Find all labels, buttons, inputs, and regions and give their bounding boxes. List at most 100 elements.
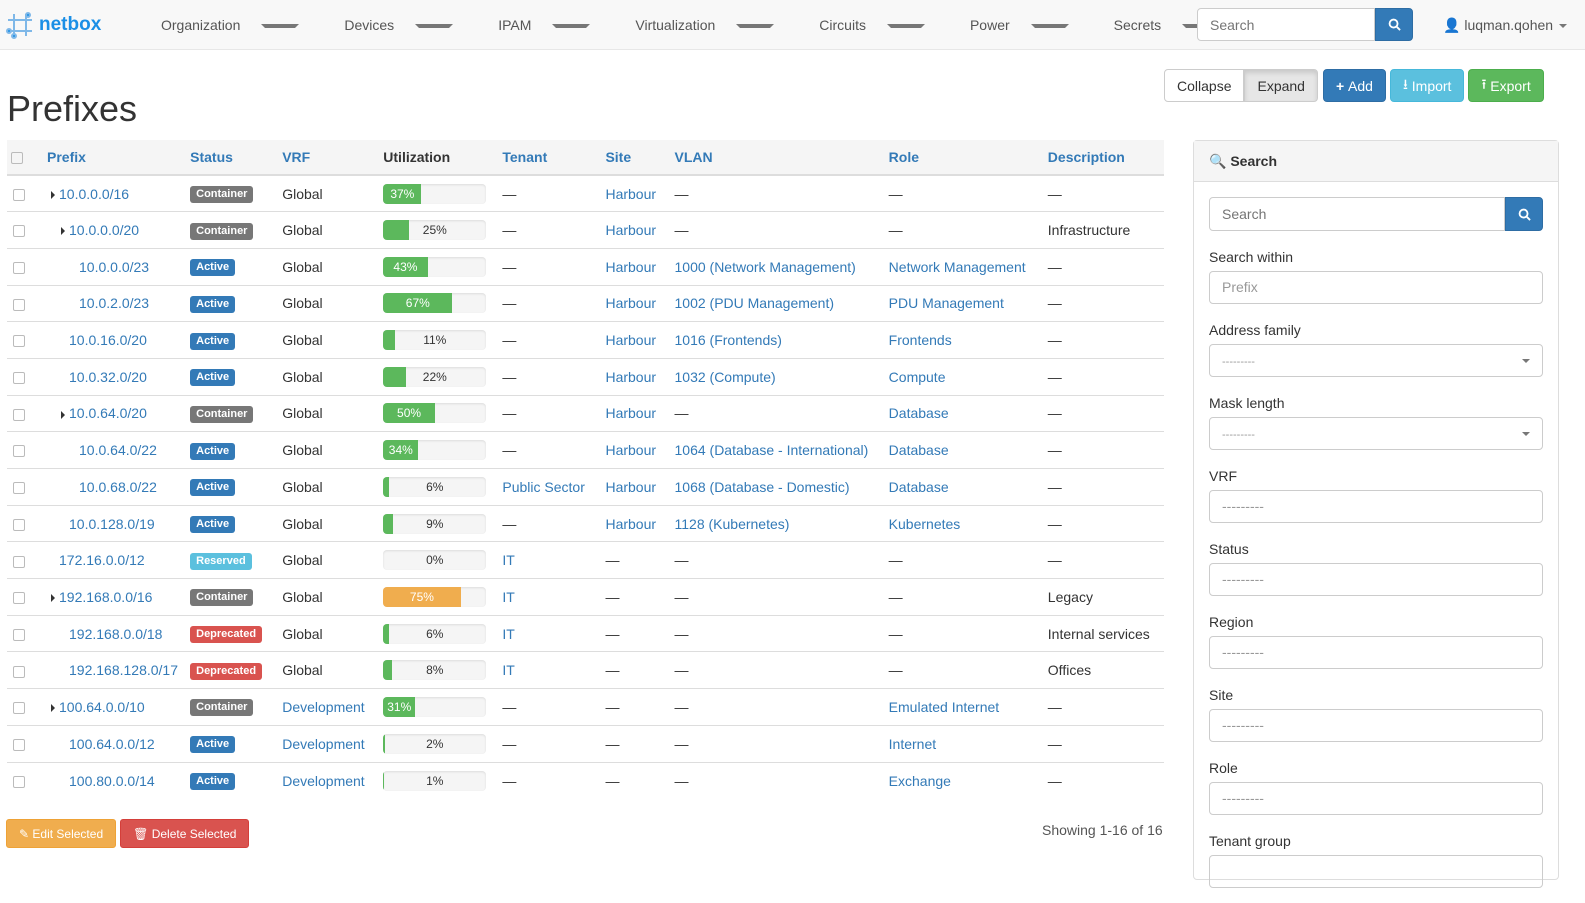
nav-menu-power[interactable]: Power (940, 17, 1084, 33)
site[interactable]: Harbour (605, 368, 657, 385)
role[interactable]: Database (888, 442, 949, 459)
row-checkbox[interactable] (13, 298, 25, 311)
row-checkbox[interactable] (13, 702, 25, 715)
vlan[interactable]: 1032 (Compute) (674, 368, 776, 385)
row-checkbox[interactable] (13, 335, 25, 348)
role[interactable]: Frontends (888, 332, 952, 349)
prefix-link[interactable]: 100.64.0.0/10 (59, 698, 145, 715)
collapse-button[interactable]: Collapse (1164, 69, 1245, 102)
delete-selected-button[interactable]: 🗑 Delete Selected (120, 819, 250, 848)
vrf[interactable]: Development (282, 698, 365, 715)
row-checkbox[interactable] (13, 555, 25, 568)
site[interactable]: Harbour (605, 442, 657, 459)
nav-menu-virtualization[interactable]: Virtualization (605, 17, 789, 33)
column-header-site[interactable]: Site (601, 140, 671, 176)
column-header-status[interactable]: Status (186, 140, 279, 176)
vrf[interactable]: Development (282, 772, 365, 789)
column-header-vlan[interactable]: VLAN (670, 140, 885, 176)
vlan[interactable]: 1068 (Database - Domestic) (674, 478, 850, 495)
vlan[interactable]: 1064 (Database - International) (674, 442, 869, 459)
row-checkbox[interactable] (13, 408, 25, 421)
vlan[interactable]: 1128 (Kubernetes) (674, 515, 790, 532)
expand-caret-icon[interactable] (51, 190, 56, 199)
nav-menu-ipam[interactable]: IPAM (468, 17, 605, 33)
site[interactable]: Harbour (605, 222, 657, 239)
prefix-link[interactable]: 192.168.0.0/16 (59, 588, 153, 605)
column-header-tenant[interactable]: Tenant (498, 140, 602, 176)
row-checkbox[interactable] (13, 665, 25, 678)
sidebar-search-input[interactable] (1209, 197, 1505, 231)
tenant[interactable]: IT (502, 552, 515, 569)
site[interactable]: Harbour (605, 185, 657, 202)
role[interactable]: PDU Management (888, 295, 1004, 312)
role[interactable]: Database (888, 478, 949, 495)
row-checkbox[interactable] (13, 482, 25, 495)
prefix-link[interactable]: 10.0.128.0/19 (69, 515, 155, 532)
role[interactable]: Emulated Internet (888, 698, 1000, 715)
tenant[interactable]: IT (502, 662, 515, 679)
role[interactable]: Compute (888, 368, 946, 385)
filter-search-within-field[interactable]: Prefix (1209, 271, 1543, 304)
vlan[interactable]: 1000 (Network Management) (674, 258, 856, 275)
prefix-link[interactable]: 172.16.0.0/12 (59, 552, 145, 569)
row-checkbox[interactable] (13, 738, 25, 751)
vlan[interactable]: 1016 (Frontends) (674, 332, 782, 349)
add-button[interactable]: + Add (1322, 69, 1386, 102)
row-checkbox[interactable] (13, 225, 25, 238)
prefix-link[interactable]: 10.0.0.0/23 (79, 258, 150, 275)
user-menu[interactable]: 👤 luqman.qohen (1443, 17, 1568, 34)
prefix-link[interactable]: 10.0.32.0/20 (69, 368, 147, 385)
export-button[interactable]: ⭱ Export (1468, 69, 1544, 102)
expand-caret-icon[interactable] (51, 704, 56, 713)
role[interactable]: Exchange (888, 772, 951, 789)
site[interactable]: Harbour (605, 515, 657, 532)
vlan[interactable]: 1002 (PDU Management) (674, 295, 835, 312)
site[interactable]: Harbour (605, 332, 657, 349)
prefix-link[interactable]: 10.0.68.0/22 (79, 478, 157, 495)
row-checkbox[interactable] (13, 592, 25, 605)
column-header-role[interactable]: Role (884, 140, 1044, 176)
row-checkbox[interactable] (13, 262, 25, 275)
nav-search-button[interactable] (1375, 8, 1413, 41)
sidebar-search-button[interactable] (1505, 197, 1543, 231)
prefix-link[interactable]: 10.0.2.0/23 (79, 295, 150, 312)
prefix-link[interactable]: 10.0.0.0/20 (69, 222, 140, 239)
row-checkbox[interactable] (13, 372, 25, 385)
row-checkbox[interactable] (13, 628, 25, 641)
expand-caret-icon[interactable] (61, 410, 66, 419)
prefix-link[interactable]: 10.0.64.0/20 (69, 405, 147, 422)
filter-region-field[interactable]: --------- (1209, 636, 1543, 669)
select-all-checkbox[interactable] (11, 152, 23, 165)
nav-menu-devices[interactable]: Devices (314, 17, 468, 33)
prefix-link[interactable]: 100.80.0.0/14 (69, 772, 155, 789)
prefix-link[interactable]: 10.0.0.0/16 (59, 185, 130, 202)
tenant[interactable]: Public Sector (502, 478, 585, 495)
nav-menu-circuits[interactable]: Circuits (789, 17, 940, 33)
site[interactable]: Harbour (605, 295, 657, 312)
filter-role-field[interactable]: --------- (1209, 782, 1543, 815)
nav-search-input[interactable] (1197, 8, 1375, 41)
tenant[interactable]: IT (502, 625, 515, 642)
prefix-link[interactable]: 192.168.0.0/18 (69, 625, 163, 642)
column-header-description[interactable]: Description (1043, 140, 1164, 176)
site[interactable]: Harbour (605, 258, 657, 275)
row-checkbox[interactable] (13, 518, 25, 531)
column-header-prefix[interactable]: Prefix (43, 140, 187, 176)
role[interactable]: Internet (888, 735, 937, 752)
filter-site-field[interactable]: --------- (1209, 709, 1543, 742)
brand-logo[interactable]: netbox (6, 11, 131, 39)
expand-caret-icon[interactable] (61, 227, 66, 236)
role[interactable]: Kubernetes (888, 515, 961, 532)
site[interactable]: Harbour (605, 478, 657, 495)
filter-vrf-field[interactable]: --------- (1209, 490, 1543, 523)
prefix-link[interactable]: 192.168.128.0/17 (69, 662, 179, 679)
nav-menu-organization[interactable]: Organization (131, 17, 314, 33)
expand-button[interactable]: Expand (1244, 69, 1318, 102)
role[interactable]: Network Management (888, 258, 1026, 275)
prefix-link[interactable]: 10.0.64.0/22 (79, 442, 157, 459)
filter-address-family-field[interactable]: --------- (1209, 344, 1543, 377)
import-button[interactable]: ⭳ Import (1389, 69, 1465, 102)
row-checkbox[interactable] (13, 188, 25, 201)
site[interactable]: Harbour (605, 405, 657, 422)
row-checkbox[interactable] (13, 445, 25, 458)
